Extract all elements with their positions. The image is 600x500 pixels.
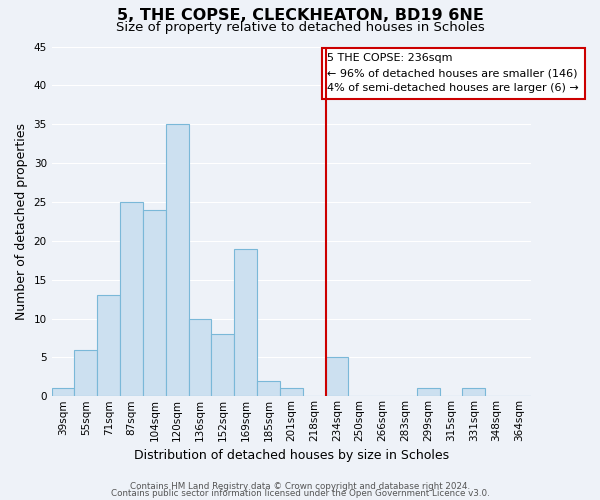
Text: 5, THE COPSE, CLECKHEATON, BD19 6NE: 5, THE COPSE, CLECKHEATON, BD19 6NE xyxy=(116,8,484,22)
Bar xyxy=(143,210,166,396)
Text: Size of property relative to detached houses in Scholes: Size of property relative to detached ho… xyxy=(116,21,484,34)
Bar xyxy=(211,334,234,396)
Bar xyxy=(120,202,143,396)
Bar xyxy=(257,380,280,396)
Bar xyxy=(97,295,120,396)
Y-axis label: Number of detached properties: Number of detached properties xyxy=(15,123,28,320)
Bar xyxy=(463,388,485,396)
Bar xyxy=(74,350,97,397)
Bar xyxy=(166,124,188,396)
Bar xyxy=(325,358,349,397)
Text: 5 THE COPSE: 236sqm
← 96% of detached houses are smaller (146)
4% of semi-detach: 5 THE COPSE: 236sqm ← 96% of detached ho… xyxy=(327,54,579,93)
Bar xyxy=(52,388,74,396)
Text: Contains public sector information licensed under the Open Government Licence v3: Contains public sector information licen… xyxy=(110,490,490,498)
Bar xyxy=(417,388,440,396)
Bar xyxy=(280,388,302,396)
Bar xyxy=(234,248,257,396)
Text: Contains HM Land Registry data © Crown copyright and database right 2024.: Contains HM Land Registry data © Crown c… xyxy=(130,482,470,491)
X-axis label: Distribution of detached houses by size in Scholes: Distribution of detached houses by size … xyxy=(134,450,449,462)
Bar xyxy=(188,318,211,396)
